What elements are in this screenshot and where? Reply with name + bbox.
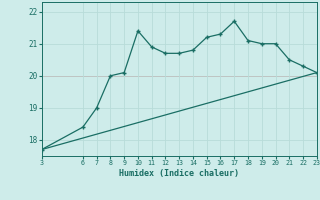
X-axis label: Humidex (Indice chaleur): Humidex (Indice chaleur): [119, 169, 239, 178]
